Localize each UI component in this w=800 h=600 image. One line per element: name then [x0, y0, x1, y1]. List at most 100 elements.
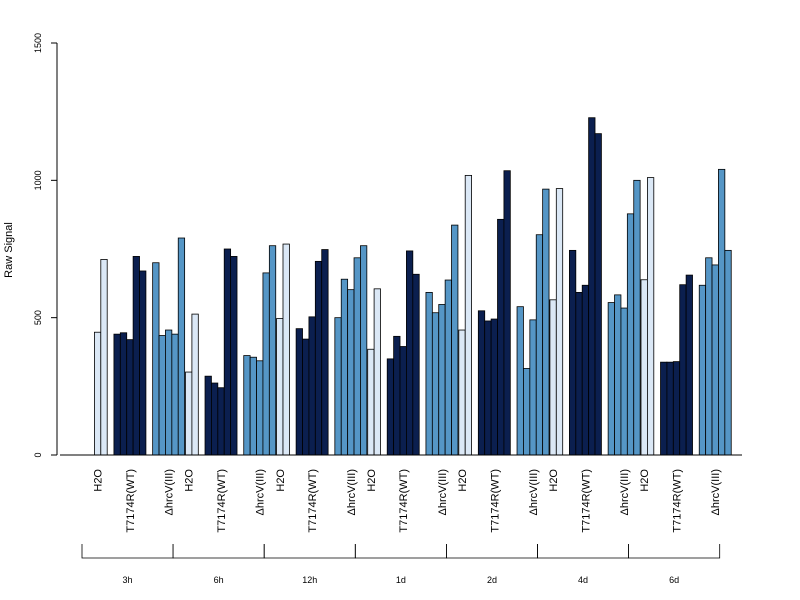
bar	[308, 316, 316, 456]
time-label: 12h	[302, 575, 317, 585]
bar	[295, 328, 303, 456]
bar	[438, 304, 446, 456]
group-label: ΔhrcV(III)	[528, 469, 540, 515]
bar	[503, 170, 511, 456]
time-bracket	[446, 544, 538, 559]
bar	[724, 249, 732, 456]
group-label: ΔhrcV(III)	[619, 469, 631, 515]
bar	[672, 361, 681, 456]
group-label: H2O	[639, 469, 651, 492]
bar	[477, 310, 486, 456]
bar	[490, 318, 498, 456]
bar	[588, 117, 596, 456]
bar	[152, 262, 160, 456]
bar	[158, 335, 166, 456]
bar	[132, 256, 140, 456]
group-label: ΔhrcV(III)	[346, 469, 358, 515]
bar	[94, 331, 102, 456]
bar	[705, 257, 713, 456]
bar	[282, 243, 290, 456]
group-label: T7174R(WT)	[672, 469, 684, 533]
bar	[633, 179, 641, 456]
bar	[647, 177, 655, 456]
bar	[243, 355, 251, 456]
time-label: 4d	[578, 575, 588, 585]
bars	[94, 117, 732, 456]
time-bracket	[537, 544, 629, 559]
y-tick-label: 1500	[33, 33, 43, 53]
bar	[529, 319, 537, 456]
bar	[660, 361, 668, 456]
bar	[230, 256, 238, 456]
bar	[191, 313, 199, 456]
bar	[698, 284, 707, 456]
bar	[367, 348, 375, 456]
group-label: T7174R(WT)	[580, 469, 592, 533]
bar	[139, 270, 147, 456]
bar	[575, 291, 583, 456]
time-label: 6h	[214, 575, 224, 585]
y-tick-label: 0	[33, 452, 43, 457]
y-tick-label: 1000	[33, 170, 43, 190]
bar	[484, 320, 492, 456]
bar	[217, 387, 225, 456]
time-brackets: 3h 6h 12h 1d 2d 4d 6d	[81, 544, 721, 585]
bar	[542, 188, 550, 456]
bar	[177, 237, 186, 456]
time-bracket	[628, 544, 721, 559]
bar	[451, 224, 459, 456]
bar	[165, 329, 173, 456]
group-label: H2O	[184, 469, 196, 492]
bar	[211, 382, 219, 456]
group-label: H2O	[275, 469, 287, 492]
bar	[406, 250, 414, 456]
bar	[607, 302, 615, 456]
bar	[314, 260, 323, 456]
bar	[249, 356, 257, 456]
bar	[340, 278, 349, 456]
time-bracket	[263, 544, 356, 559]
bar	[425, 291, 433, 456]
time-bracket	[172, 544, 265, 559]
bar	[119, 332, 128, 456]
bar	[464, 174, 473, 456]
time-label: 2d	[487, 575, 497, 585]
time-label: 1d	[396, 575, 406, 585]
group-label: ΔhrcV(III)	[437, 469, 449, 515]
bar	[535, 234, 544, 456]
group-label: H2O	[548, 469, 560, 492]
group-label: T7174R(WT)	[489, 469, 501, 533]
bar	[555, 188, 564, 456]
bar	[185, 371, 193, 456]
bar	[204, 375, 212, 456]
bar	[347, 289, 355, 456]
bar	[262, 272, 270, 456]
bar	[126, 339, 134, 456]
group-label: ΔhrcV(III)	[164, 469, 176, 515]
group-label: H2O	[93, 469, 105, 492]
bar	[614, 294, 622, 456]
bar	[223, 248, 232, 456]
bar	[549, 299, 557, 456]
bar	[620, 307, 628, 456]
bar	[276, 318, 284, 456]
time-bracket	[354, 544, 447, 559]
bar	[444, 279, 452, 456]
bar	[523, 368, 531, 456]
bar	[679, 284, 687, 456]
bar	[360, 245, 368, 456]
bar	[497, 218, 505, 456]
bar	[386, 358, 395, 456]
bar	[581, 284, 590, 456]
bar	[399, 346, 407, 456]
time-label: 3h	[123, 575, 133, 585]
bar	[100, 259, 108, 456]
bar	[431, 312, 440, 456]
bar	[373, 288, 381, 456]
group-label: H2O	[457, 469, 469, 492]
bar	[711, 264, 719, 456]
time-label: 6d	[669, 575, 679, 585]
bar	[569, 249, 577, 456]
time-bracket	[81, 544, 174, 559]
